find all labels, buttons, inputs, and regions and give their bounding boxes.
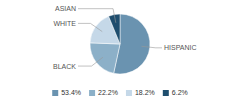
leader-line xyxy=(78,9,116,23)
pie-slice xyxy=(109,14,120,44)
legend-label: 6.2% xyxy=(172,89,188,96)
leader-line xyxy=(141,46,162,48)
leader-line xyxy=(78,23,102,31)
legend-swatch xyxy=(52,90,58,96)
leader-line xyxy=(78,57,103,66)
annotations: HISPANIC BLACK WHITE ASIAN xyxy=(53,5,197,69)
legend: 53.4% 22.2% 18.2% 6.2% xyxy=(52,89,188,96)
legend-item: 18.2% xyxy=(126,89,155,96)
legend-swatch xyxy=(89,90,95,96)
annotation: BLACK xyxy=(53,63,76,70)
annotation: HISPANIC xyxy=(164,44,197,51)
chart-container: HISPANIC BLACK WHITE ASIAN 53.4% 22.2% 18.2% 6.… xyxy=(0,0,240,100)
pie xyxy=(90,14,150,74)
legend-item: 6.2% xyxy=(163,89,188,96)
legend-swatch xyxy=(163,90,169,96)
legend-label: 18.2% xyxy=(135,89,155,96)
legend-item: 53.4% xyxy=(52,89,81,96)
legend-label: 53.4% xyxy=(61,89,81,96)
chart-svg: HISPANIC BLACK WHITE ASIAN 53.4% 22.2% 18.2% 6.… xyxy=(0,0,240,100)
legend-label: 22.2% xyxy=(98,89,118,96)
annotation: WHITE xyxy=(53,20,76,27)
legend-swatch xyxy=(126,90,132,96)
legend-item: 22.2% xyxy=(89,89,118,96)
annotation: ASIAN xyxy=(55,5,76,12)
pie-slice xyxy=(90,43,120,73)
